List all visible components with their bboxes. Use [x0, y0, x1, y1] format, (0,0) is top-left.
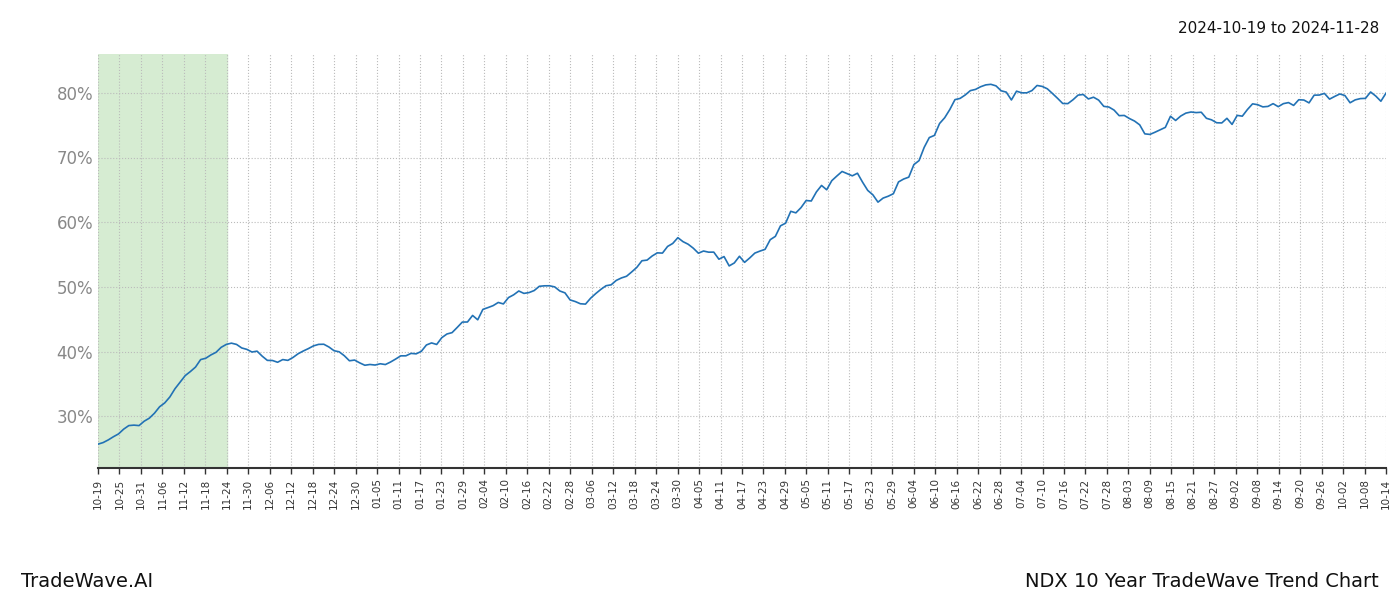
Text: NDX 10 Year TradeWave Trend Chart: NDX 10 Year TradeWave Trend Chart [1025, 572, 1379, 591]
Text: TradeWave.AI: TradeWave.AI [21, 572, 153, 591]
Text: 2024-10-19 to 2024-11-28: 2024-10-19 to 2024-11-28 [1177, 21, 1379, 36]
Bar [98, 54, 227, 468]
